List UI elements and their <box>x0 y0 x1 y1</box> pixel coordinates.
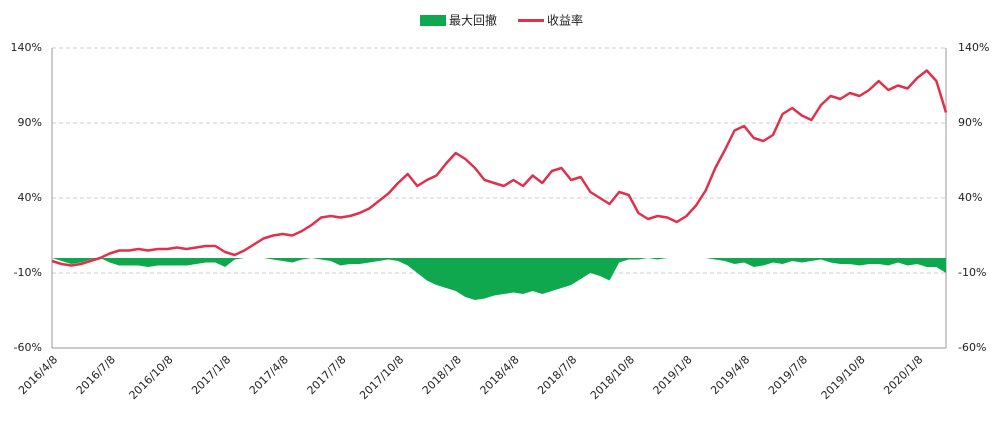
x-tick-label: 2016/10/8 <box>127 353 176 402</box>
x-tick-label: 2019/10/8 <box>819 353 868 402</box>
y2-tick-label: 140% <box>958 41 989 54</box>
x-tick-label: 2017/7/8 <box>305 353 349 397</box>
y2-tick-label: 90% <box>958 116 982 129</box>
x-tick-label: 2019/1/8 <box>651 353 695 397</box>
x-tick-label: 2018/4/8 <box>478 353 522 397</box>
x-tick-label: 2018/10/8 <box>588 353 637 402</box>
y2-tick-label: -10% <box>958 266 986 279</box>
x-tick-label: 2019/7/8 <box>766 353 810 397</box>
y-tick-label: -10% <box>14 266 42 279</box>
y-tick-label: 90% <box>18 116 42 129</box>
legend-label: 收益率 <box>547 13 583 28</box>
x-tick-label: 2018/1/8 <box>420 353 464 397</box>
x-tick-label: 2019/4/8 <box>708 353 752 397</box>
y2-tick-label: 40% <box>958 191 982 204</box>
x-tick-label: 2016/4/8 <box>16 353 60 397</box>
drawdown-area <box>52 258 946 300</box>
x-tick-label: 2017/4/8 <box>247 353 291 397</box>
x-tick-label: 2016/7/8 <box>74 353 118 397</box>
y-tick-label: -60% <box>14 341 42 354</box>
return-line <box>51 69 948 267</box>
y-tick-label: 40% <box>18 191 42 204</box>
x-tick-label: 2017/10/8 <box>357 353 406 402</box>
x-tick-label: 2017/1/8 <box>189 353 233 397</box>
legend-swatch <box>420 15 446 26</box>
y2-tick-label: -60% <box>958 341 986 354</box>
legend-label: 最大回撤 <box>449 13 497 28</box>
y-tick-label: 140% <box>11 41 42 54</box>
x-tick-label: 2020/1/8 <box>881 353 925 397</box>
x-tick-label: 2018/7/8 <box>535 353 579 397</box>
